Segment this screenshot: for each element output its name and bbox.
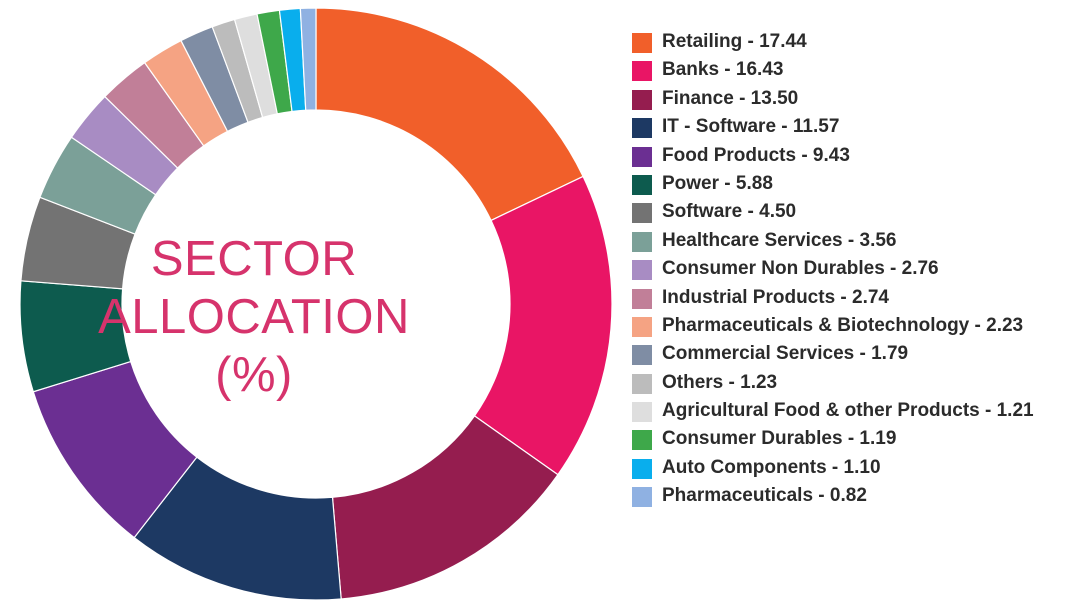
- legend-label-4: IT - Software - 11.57: [662, 116, 840, 138]
- donut-slice-1: [315, 7, 584, 222]
- donut-center-title: SECTOR ALLOCATION (%): [88, 230, 420, 404]
- donut-title-line-1: SECTOR: [150, 232, 358, 286]
- donut-title-line-2: ALLOCATION: [98, 290, 410, 344]
- legend-label-15: Consumer Durables - 1.19: [662, 428, 897, 450]
- legend-label-10: Industrial Products - 2.74: [662, 286, 889, 308]
- legend-swatch-17: [632, 487, 652, 508]
- legend-item-5: Food Products - 9.43: [632, 144, 1068, 168]
- legend-label-14: Agricultural Food & other Products - 1.2…: [662, 400, 1034, 422]
- donut-slice-17: [299, 7, 317, 111]
- legend-label-6: Power - 5.88: [662, 172, 773, 194]
- legend-item-13: Others - 1.23: [632, 371, 1068, 395]
- legend-label-17: Pharmaceuticals - 0.82: [662, 485, 867, 507]
- sector-donut-chart: SECTOR ALLOCATION (%): [16, 4, 616, 604]
- legend-label-8: Healthcare Services - 3.56: [662, 229, 897, 251]
- legend-swatch-13: [632, 373, 652, 394]
- legend-label-3: Finance - 13.50: [662, 87, 799, 109]
- legend-swatch-1: [632, 33, 652, 53]
- legend-swatch-9: [632, 260, 652, 281]
- legend-swatch-14: [632, 402, 652, 423]
- legend-item-4: IT - Software - 11.57: [632, 115, 1068, 139]
- donut-svg: [19, 7, 613, 601]
- legend-label-11: Pharmaceuticals & Biotechnology - 2.23: [662, 314, 1024, 336]
- legend-swatch-7: [632, 203, 652, 224]
- legend-item-2: Banks - 16.43: [632, 58, 1068, 82]
- legend-label-13: Others - 1.23: [662, 371, 778, 393]
- legend-label-7: Software - 4.50: [662, 201, 797, 223]
- legend-swatch-5: [632, 146, 652, 167]
- legend-swatch-6: [632, 174, 652, 195]
- legend-swatch-15: [632, 430, 652, 451]
- legend-swatch-16: [632, 458, 652, 479]
- legend-swatch-10: [632, 288, 652, 309]
- legend-swatch-12: [632, 345, 652, 366]
- legend-swatch-8: [632, 231, 652, 252]
- legend-label-1: Retailing - 17.44: [662, 31, 807, 52]
- legend-swatch-4: [632, 118, 652, 139]
- legend-item-10: Industrial Products - 2.74: [632, 286, 1068, 310]
- sector-legend: Retailing - 17.44 Banks - 16.43 Finance - …: [632, 30, 1068, 513]
- legend-label-16: Auto Components - 1.10: [662, 456, 881, 478]
- legend-label-2: Banks - 16.43: [662, 59, 784, 81]
- legend-item-3: Finance - 13.50: [632, 87, 1068, 111]
- legend-item-15: Consumer Durables - 1.19: [632, 427, 1068, 451]
- donut-title-line-3: (%): [215, 348, 293, 402]
- legend-swatch-3: [632, 89, 652, 110]
- legend-label-12: Commercial Services - 1.79: [662, 343, 909, 365]
- legend-item-16: Auto Components - 1.10: [632, 456, 1068, 480]
- legend-item-12: Commercial Services - 1.79: [632, 342, 1068, 366]
- legend-item-9: Consumer Non Durables - 2.76: [632, 257, 1068, 281]
- legend-item-6: Power - 5.88: [632, 172, 1068, 196]
- legend-swatch-2: [632, 61, 652, 82]
- legend-item-11: Pharmaceuticals & Biotechnology - 2.23: [632, 314, 1068, 338]
- legend-item-7: Software - 4.50: [632, 200, 1068, 224]
- legend-label-9: Consumer Non Durables - 2.76: [662, 258, 939, 280]
- legend-item-14: Agricultural Food & other Products - 1.2…: [632, 399, 1068, 423]
- legend-item-17: Pharmaceuticals - 0.82: [632, 484, 1068, 508]
- legend-item-8: Healthcare Services - 3.56: [632, 229, 1068, 253]
- legend-swatch-11: [632, 316, 652, 337]
- legend-label-5: Food Products - 9.43: [662, 144, 850, 166]
- legend-item-1: Retailing - 17.44: [632, 30, 1068, 54]
